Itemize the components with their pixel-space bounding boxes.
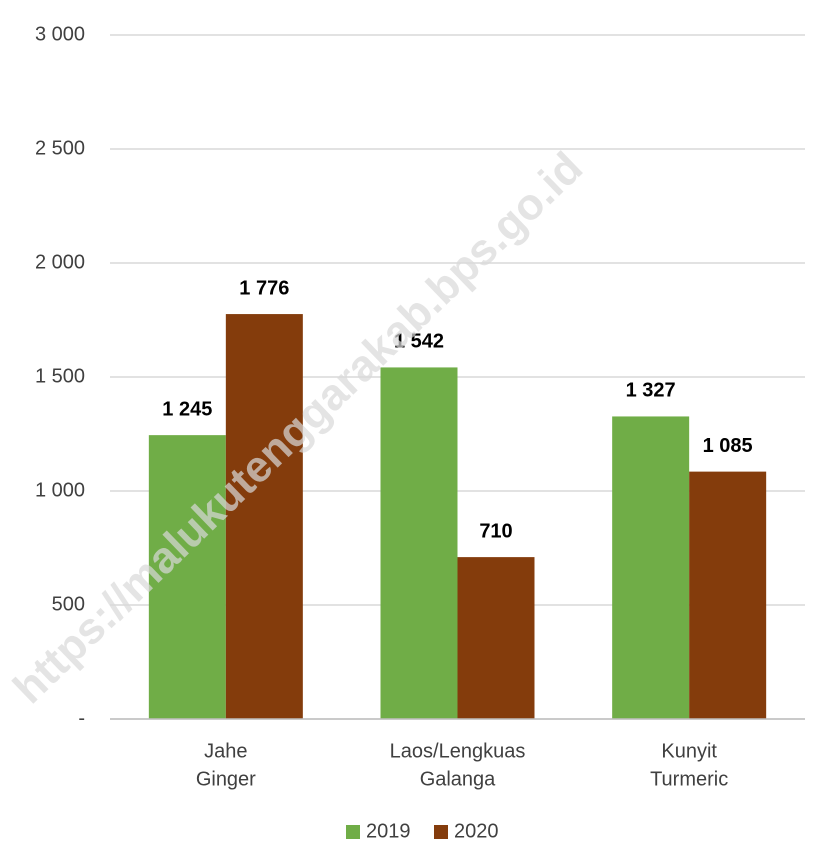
legend-swatch bbox=[434, 825, 448, 839]
value-label: 710 bbox=[479, 520, 512, 542]
y-tick-label: 2 000 bbox=[35, 251, 85, 273]
legend-label: 2020 bbox=[454, 820, 499, 842]
legend-label: 2019 bbox=[366, 820, 411, 842]
x-tick-label: Kunyit bbox=[661, 740, 717, 762]
y-tick-label: 2 500 bbox=[35, 137, 85, 159]
bar bbox=[148, 435, 226, 719]
x-tick-label: Laos/Lengkuas bbox=[390, 740, 526, 762]
value-label: 1 085 bbox=[703, 435, 753, 457]
bar bbox=[612, 416, 690, 719]
y-tick-label: 500 bbox=[52, 593, 85, 615]
bar bbox=[380, 367, 458, 719]
bar bbox=[689, 471, 767, 719]
value-label: 1 327 bbox=[626, 380, 676, 402]
y-tick-label: 1 000 bbox=[35, 479, 85, 501]
legend-swatch bbox=[346, 825, 360, 839]
value-label: 1 245 bbox=[162, 398, 212, 420]
x-tick-label: Jahe bbox=[204, 740, 247, 762]
y-tick-label: 1 500 bbox=[35, 365, 85, 387]
y-tick-label: 3 000 bbox=[35, 23, 85, 45]
x-tick-label: Ginger bbox=[196, 768, 256, 790]
plot-area: - 500 1 000 1 500 2 000 2 500 3 000 Jahe Ginger 1… bbox=[35, 23, 805, 842]
x-tick-label: Galanga bbox=[420, 768, 496, 790]
bar bbox=[225, 314, 303, 719]
y-tick-label: - bbox=[78, 707, 85, 729]
value-label: 1 776 bbox=[239, 277, 289, 299]
value-label: 1 542 bbox=[394, 331, 444, 353]
x-tick-label: Turmeric bbox=[650, 768, 728, 790]
bar bbox=[457, 557, 535, 719]
